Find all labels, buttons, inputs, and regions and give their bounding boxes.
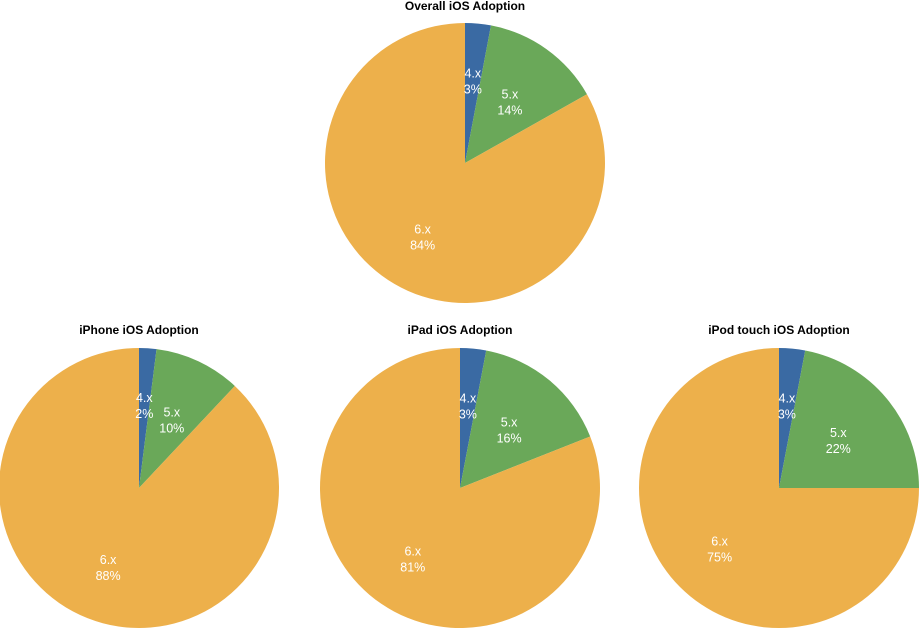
slice-percent-label: 88% xyxy=(96,569,121,583)
overall-adoption-chart: Overall iOS Adoption 4.x 3% 5.x 14% 6.x 84% xyxy=(324,0,605,303)
pie-slice-5-x xyxy=(139,349,235,488)
pie-slice-5-x xyxy=(465,25,587,164)
pie-slice-5-x xyxy=(460,350,591,488)
slice-category-label: 6.x xyxy=(711,534,728,548)
slice-percent-label: 16% xyxy=(497,432,522,446)
pie-slice-4-x xyxy=(460,348,487,488)
pie-slices xyxy=(320,348,601,629)
slice-category-label: 5.x xyxy=(163,405,180,419)
slice-category-label: 4.x xyxy=(464,66,481,80)
slice-percent-label: 3% xyxy=(459,407,477,421)
slice-percent-label: 14% xyxy=(497,103,522,117)
slice-category-label: 4.x xyxy=(460,391,477,405)
slice-percent-label: 10% xyxy=(159,421,184,435)
slice-category-label: 6.x xyxy=(100,553,117,567)
pie-slice-5-x xyxy=(779,350,919,488)
slice-category-label: 4.x xyxy=(779,391,796,405)
slice-percent-label: 2% xyxy=(135,407,153,421)
slice-percent-label: 22% xyxy=(826,442,851,456)
pie-labels: 4.x 3% 5.x 14% 6.x 84% xyxy=(410,66,522,252)
pie-slice-6-x xyxy=(0,348,279,628)
chart-title: Overall iOS Adoption xyxy=(405,0,525,13)
slice-category-label: 6.x xyxy=(414,223,431,237)
iphone-adoption-chart: iPhone iOS Adoption 4.x 2% 5.x 10% 6.x 88% xyxy=(0,323,279,628)
slice-percent-label: 3% xyxy=(778,407,796,421)
slice-percent-label: 81% xyxy=(400,561,425,575)
slice-percent-label: 75% xyxy=(707,550,732,564)
chart-title: iPod touch iOS Adoption xyxy=(708,323,850,337)
chart-title: iPhone iOS Adoption xyxy=(79,323,199,337)
ipad-adoption-chart: iPad iOS Adoption 4.x 3% 5.x 16% 6.x 81% xyxy=(320,323,601,629)
pie-slices xyxy=(324,23,605,303)
pie-slices xyxy=(639,348,919,628)
chart-title: iPad iOS Adoption xyxy=(408,323,513,337)
pie-labels: 4.x 2% 5.x 10% 6.x 88% xyxy=(96,391,185,583)
pie-slice-6-x xyxy=(324,23,605,303)
pie-slice-4-x xyxy=(779,348,806,488)
pie-slice-4-x xyxy=(465,23,491,163)
pie-slice-4-x xyxy=(139,348,157,488)
slice-category-label: 5.x xyxy=(501,416,518,430)
pie-slice-6-x xyxy=(639,348,919,628)
pie-labels: 4.x 3% 5.x 22% 6.x 75% xyxy=(707,391,851,564)
pie-slices xyxy=(0,348,279,628)
slice-percent-label: 3% xyxy=(464,82,482,96)
slice-percent-label: 84% xyxy=(410,239,435,253)
slice-category-label: 5.x xyxy=(502,87,519,101)
slice-category-label: 5.x xyxy=(830,426,847,440)
ipod-touch-adoption-chart: iPod touch iOS Adoption 4.x 3% 5.x 22% 6.x 75… xyxy=(639,323,919,628)
slice-category-label: 6.x xyxy=(404,545,421,559)
slice-category-label: 4.x xyxy=(136,391,153,405)
pie-labels: 4.x 3% 5.x 16% 6.x 81% xyxy=(400,391,521,574)
pie-slice-6-x xyxy=(320,348,601,629)
